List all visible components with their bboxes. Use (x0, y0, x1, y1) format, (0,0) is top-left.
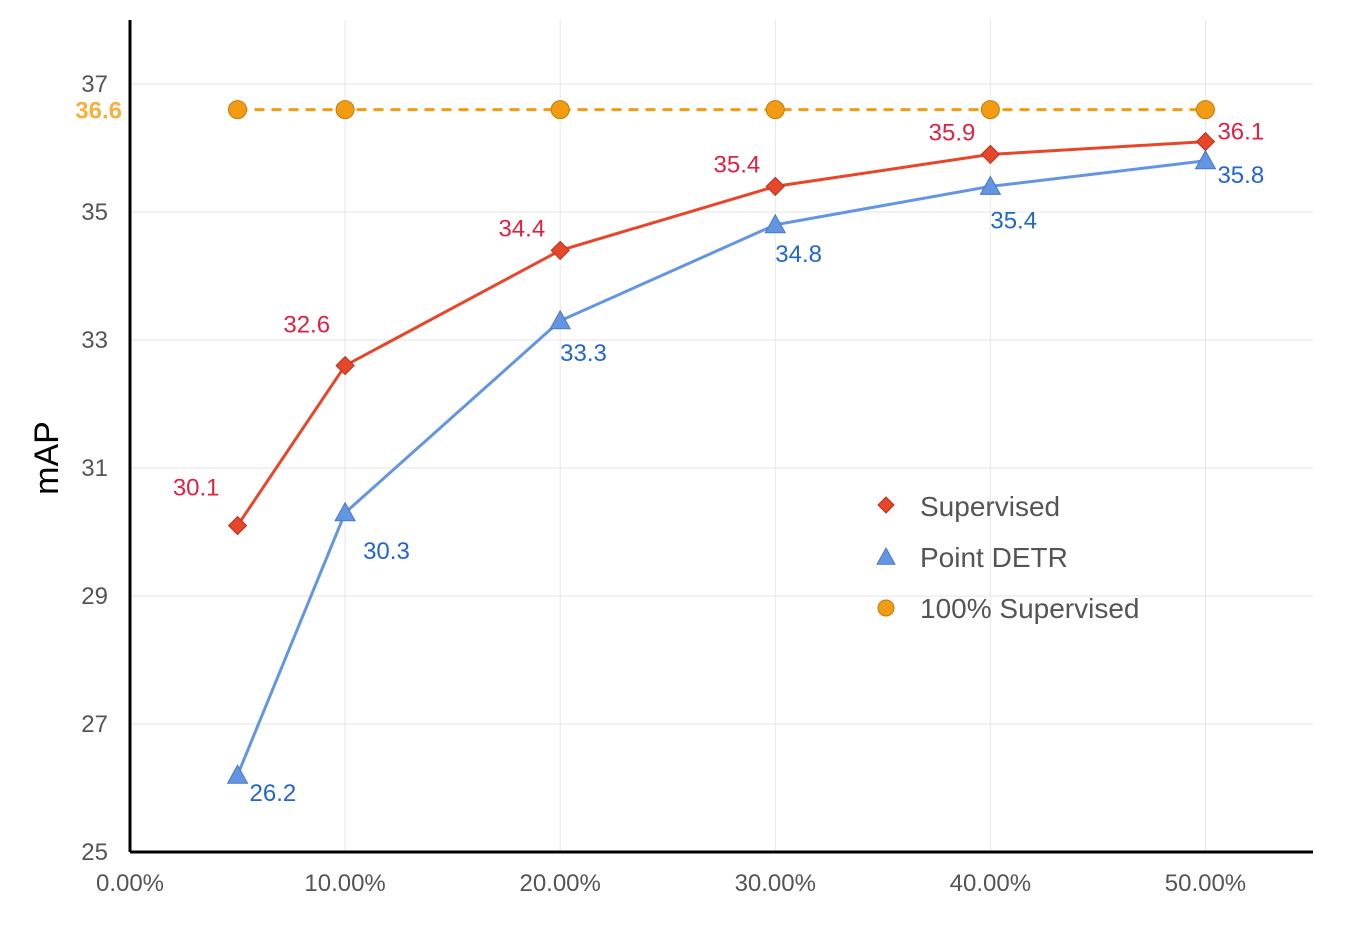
data-label: 32.6 (283, 312, 330, 339)
y-tick-label: 25 (81, 839, 108, 866)
supervised-point (980, 144, 1001, 165)
legend-diamond-icon (877, 496, 895, 514)
data-label: 30.1 (173, 475, 220, 502)
full-supervised-point (980, 100, 1000, 120)
full-supervised-point (335, 100, 355, 120)
x-tick-label: 40.00% (950, 870, 1031, 897)
legend: Supervised Point DETR 100% Supervised (876, 491, 1139, 624)
data-label: 34.8 (775, 241, 822, 268)
supervised-point (335, 355, 355, 376)
data-label: 35.8 (1217, 162, 1264, 189)
series-group (226, 100, 1217, 784)
full-supervised-point (550, 100, 570, 120)
x-tick-label: 50.00% (1165, 870, 1246, 897)
axes: 25 27 29 31 33 35 37 0.00% 10.00% 20.00% 30.00% 40.… (28, 20, 1313, 897)
point-detr-point (549, 309, 572, 330)
legend-label: Supervised (920, 491, 1060, 522)
legend-triangle-icon (876, 546, 896, 565)
x-tick-label: 0.00% (96, 870, 164, 897)
data-label: 26.2 (250, 780, 297, 807)
point-detr-point (1194, 149, 1217, 170)
data-label: 30.3 (363, 538, 410, 565)
supervised-point (1195, 131, 1216, 152)
series-line-supervised (236, 140, 1206, 527)
data-labels: 30.1 32.6 34.4 35.4 35.9 36.1 26.2 30.3 33.3 34.8… (173, 119, 1264, 808)
supervised-point (227, 515, 248, 536)
data-label: 36.1 (1217, 119, 1264, 146)
data-label: 35.4 (714, 151, 761, 178)
x-tick-label: 20.00% (519, 870, 600, 897)
y-tick-label: 37 (81, 71, 108, 98)
full-supervised-point (228, 100, 248, 120)
data-label: 35.9 (929, 119, 976, 146)
legend-label: 100% Supervised (920, 593, 1139, 624)
full-supervised-point (1195, 100, 1215, 120)
y-tick-label: 31 (81, 455, 108, 482)
y-tick-label: 35 (81, 199, 108, 226)
y-axis-title: mAP (28, 421, 66, 495)
legend-circle-icon (877, 599, 895, 617)
point-detr-point (226, 764, 249, 784)
data-label: 35.4 (990, 207, 1037, 234)
point-detr-point (764, 213, 787, 234)
y-tick-label: 27 (81, 711, 108, 738)
supervised-point (550, 240, 570, 261)
x-tick-label: 30.00% (735, 870, 816, 897)
legend-label: Point DETR (920, 542, 1068, 573)
y-tick-label: 29 (81, 583, 108, 610)
x-tick-label: 10.00% (304, 870, 385, 897)
data-label: 34.4 (498, 215, 545, 242)
axis-annotation: 36.6 (75, 98, 122, 125)
supervised-point (765, 176, 785, 197)
data-label: 33.3 (560, 340, 607, 367)
series-line-point-detr (236, 159, 1206, 776)
y-tick-label: 33 (81, 327, 108, 354)
point-detr-point (979, 175, 1002, 195)
point-detr-point (334, 501, 356, 522)
full-supervised-point (765, 100, 785, 120)
